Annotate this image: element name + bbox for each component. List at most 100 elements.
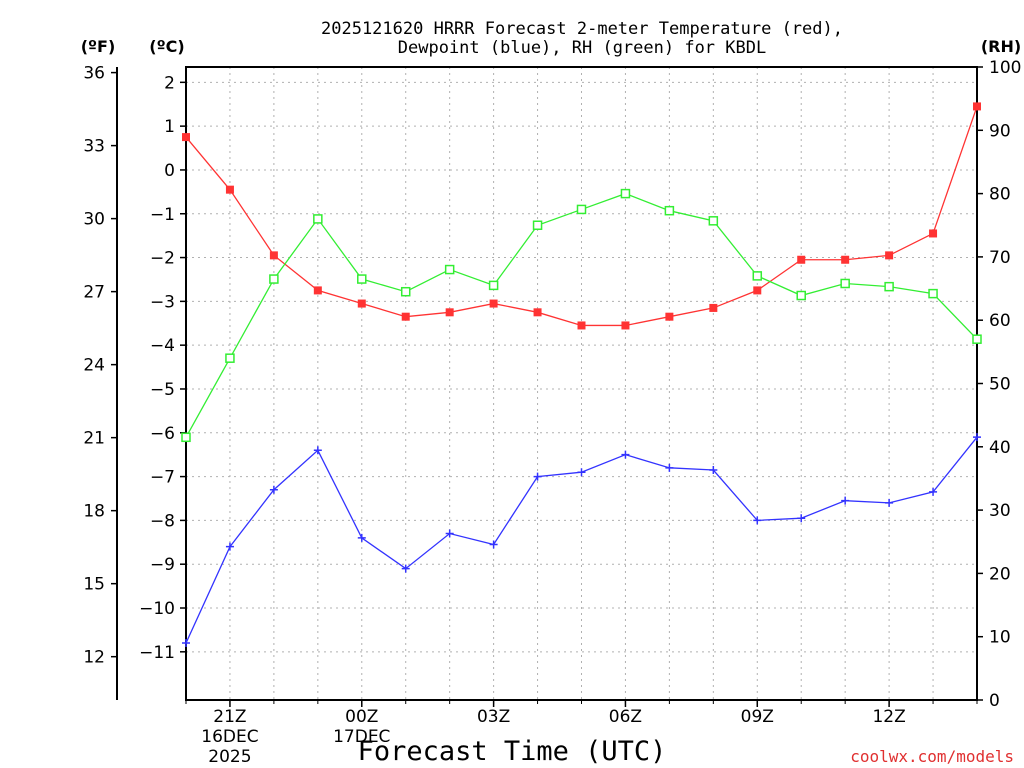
grid bbox=[185, 67, 978, 700]
x-tick-label: 09Z bbox=[741, 707, 774, 727]
temperature-series bbox=[182, 102, 981, 330]
rh-point bbox=[225, 353, 235, 363]
fahrenheit-tick-label: 18 bbox=[83, 502, 105, 522]
dewpoint-point bbox=[753, 516, 762, 525]
celsius-tick-label: −6 bbox=[150, 424, 175, 444]
celsius-tick-label: −5 bbox=[150, 380, 175, 400]
rh-point bbox=[620, 188, 631, 199]
temperature-point bbox=[929, 229, 938, 238]
x-tick-label: 21Z bbox=[213, 707, 246, 727]
x-tick-label: 06Z bbox=[609, 707, 642, 727]
rh-point bbox=[357, 274, 367, 284]
rh-tick-label: 80 bbox=[989, 185, 1011, 205]
rh-tick-label: 40 bbox=[989, 438, 1011, 458]
rh-series bbox=[181, 188, 982, 443]
dewpoint-point bbox=[929, 487, 938, 496]
rh-tick-label: 20 bbox=[989, 564, 1011, 584]
x-tick-label: 16DEC bbox=[201, 727, 258, 747]
rh-tick-label: 30 bbox=[989, 501, 1011, 521]
rh-tick-label: 10 bbox=[989, 628, 1011, 648]
credit-label: coolwx.com/models bbox=[850, 747, 1014, 766]
fahrenheit-tick-label: 12 bbox=[83, 648, 105, 668]
fahrenheit-tick-label: 36 bbox=[83, 64, 105, 84]
rh-tick-label: 100 bbox=[989, 58, 1021, 78]
rh-unit-label: (RH) bbox=[981, 37, 1021, 56]
temperature-point bbox=[533, 308, 542, 317]
rh-point bbox=[269, 274, 279, 284]
fahrenheit-tick-label: 15 bbox=[83, 575, 105, 595]
rh-point bbox=[752, 271, 763, 281]
rh-point bbox=[313, 214, 323, 224]
rh-point bbox=[840, 278, 850, 289]
dewpoint-point bbox=[533, 472, 542, 481]
celsius-tick-label: −3 bbox=[150, 292, 175, 312]
dewpoint-line bbox=[185, 436, 978, 644]
celsius-tick-label: −7 bbox=[150, 468, 175, 488]
celsius-tick-label: −8 bbox=[150, 511, 175, 531]
rh-point bbox=[400, 286, 411, 297]
celsius-tick-label: −4 bbox=[150, 336, 175, 356]
dewpoint-point bbox=[885, 498, 894, 507]
dewpoint-point bbox=[489, 540, 498, 549]
temperature-point bbox=[797, 255, 806, 264]
temperature-point bbox=[182, 133, 190, 142]
dewpoint-point bbox=[797, 514, 806, 523]
x-tick-label: 03Z bbox=[477, 707, 510, 727]
temperature-point bbox=[577, 321, 586, 330]
fahrenheit-tick-label: 30 bbox=[83, 210, 105, 230]
temperature-point bbox=[665, 312, 674, 321]
dewpoint-point bbox=[313, 446, 322, 455]
rh-point bbox=[796, 290, 806, 301]
celsius-tick-label: 0 bbox=[164, 161, 175, 181]
rh-point bbox=[708, 216, 719, 226]
temperature-point bbox=[489, 299, 498, 308]
x-tick-label: 00Z bbox=[345, 707, 378, 727]
celsius-tick-label: −2 bbox=[150, 249, 175, 269]
rh-tick-label: 0 bbox=[989, 691, 1000, 711]
x-tick-label: 2025 bbox=[208, 747, 251, 767]
celsius-tick-label: −9 bbox=[150, 555, 175, 575]
fahrenheit-tick-label: 21 bbox=[83, 429, 105, 449]
rh-point bbox=[972, 334, 982, 344]
rh-point bbox=[444, 264, 455, 275]
temperature-point bbox=[401, 312, 410, 321]
rh-tick-label: 90 bbox=[989, 121, 1011, 141]
x-axis-label: Forecast Time (UTC) bbox=[358, 736, 667, 767]
chart-title-line-2: Dewpoint (blue), RH (green) for KBDL bbox=[398, 38, 766, 58]
rh-point bbox=[532, 220, 543, 230]
rh-point bbox=[181, 432, 191, 443]
fahrenheit-unit-label: (ºF) bbox=[81, 37, 116, 56]
dewpoint-point bbox=[665, 463, 674, 472]
dewpoint-point bbox=[841, 496, 850, 505]
temperature-point bbox=[841, 255, 850, 264]
temperature-point bbox=[225, 185, 234, 194]
dewpoint-point bbox=[973, 433, 981, 442]
dewpoint-point bbox=[225, 542, 234, 551]
rh-point bbox=[576, 204, 587, 215]
celsius-tick-label: −11 bbox=[139, 643, 175, 663]
temperature-point bbox=[709, 303, 718, 312]
rh-tick-label: 50 bbox=[989, 375, 1011, 395]
dewpoint-point bbox=[182, 639, 190, 648]
dewpoint-point bbox=[357, 533, 366, 542]
rh-tick-label: 60 bbox=[989, 311, 1011, 331]
celsius-tick-label: −10 bbox=[139, 599, 175, 619]
temperature-point bbox=[973, 102, 981, 111]
dewpoint-point bbox=[269, 485, 278, 494]
fahrenheit-tick-label: 24 bbox=[83, 356, 105, 376]
plot-frame bbox=[185, 66, 978, 701]
dewpoint-point bbox=[445, 529, 454, 538]
rh-point bbox=[488, 280, 499, 291]
temperature-point bbox=[269, 251, 278, 260]
rh-point bbox=[884, 281, 894, 292]
rh-point bbox=[664, 205, 675, 216]
celsius-tick-label: 1 bbox=[164, 117, 175, 137]
temperature-point bbox=[885, 251, 894, 260]
dewpoint-point bbox=[577, 468, 586, 477]
dewpoint-point bbox=[621, 450, 630, 459]
fahrenheit-tick-label: 33 bbox=[83, 137, 105, 157]
dewpoint-series bbox=[182, 433, 981, 648]
x-tick-label: 12Z bbox=[872, 707, 905, 727]
temperature-point bbox=[357, 299, 366, 308]
